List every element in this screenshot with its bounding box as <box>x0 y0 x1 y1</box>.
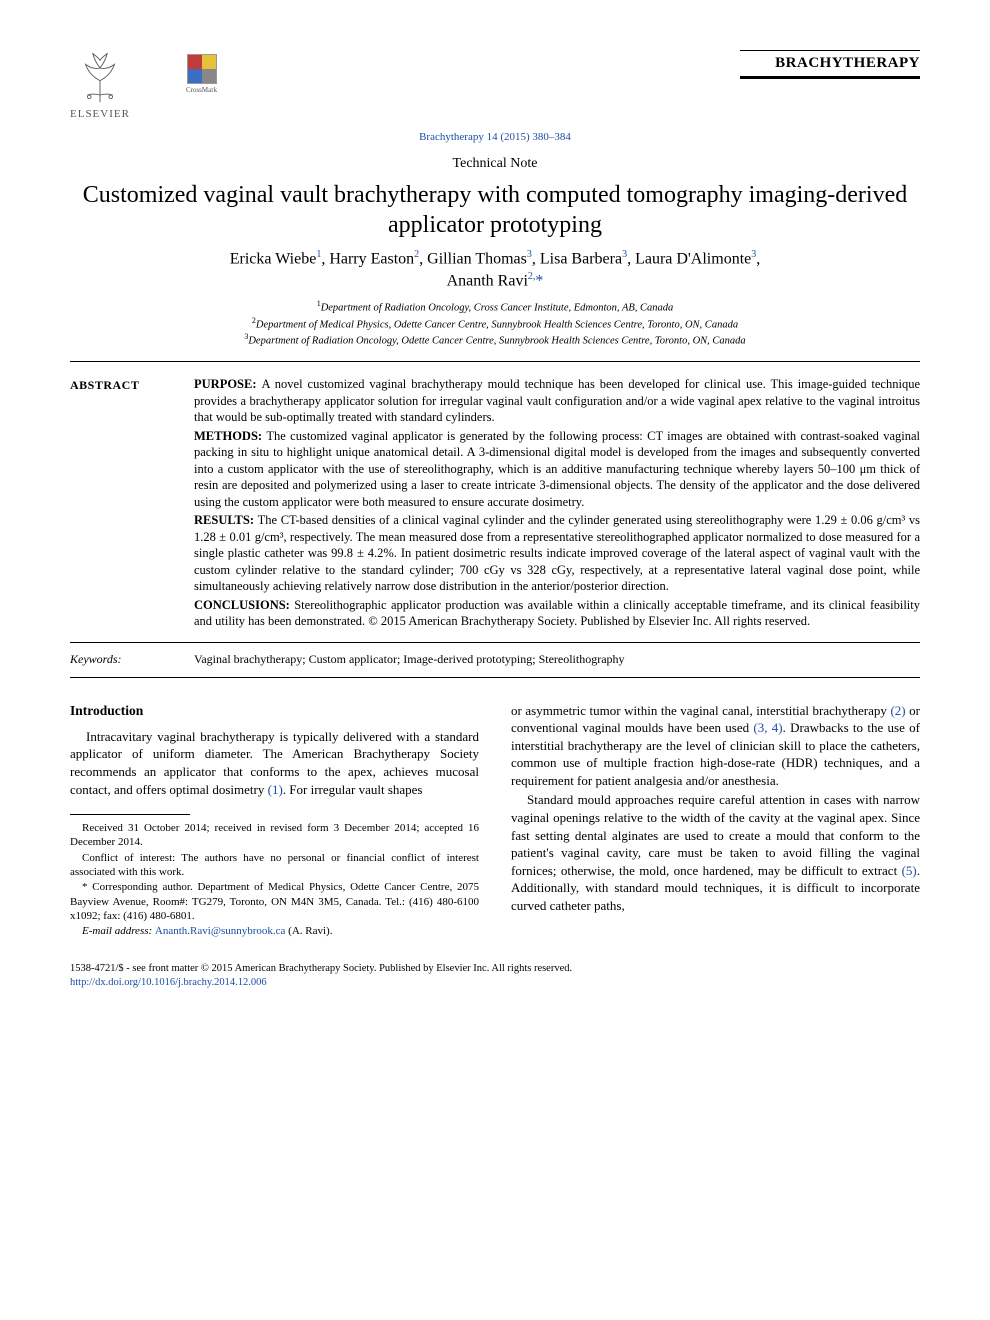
page-container: ELSEVIER CrossMark BRACHYTHERAPY Brachyt… <box>0 0 990 1030</box>
header-right: BRACHYTHERAPY <box>740 50 920 79</box>
abstract-block: ABSTRACT PURPOSE: A novel customized vag… <box>70 362 920 642</box>
keywords-row: Keywords: Vaginal brachytherapy; Custom … <box>70 643 920 677</box>
publisher-name: ELSEVIER <box>70 107 130 122</box>
elsevier-tree-icon <box>73 50 127 104</box>
keywords-label: Keywords: <box>70 651 166 667</box>
footnote-rule <box>70 814 190 815</box>
doi-link[interactable]: http://dx.doi.org/10.1016/j.brachy.2014.… <box>70 977 267 988</box>
citation-3-4[interactable]: (3, 4) <box>753 720 782 735</box>
footnote-email: E-mail address: Ananth.Ravi@sunnybrook.c… <box>70 924 479 938</box>
citation-2[interactable]: (2) <box>890 703 905 718</box>
affiliation-line: 1Department of Radiation Oncology, Cross… <box>70 299 920 316</box>
publisher-logo: ELSEVIER <box>70 50 130 122</box>
journal-ref-text: Brachytherapy 14 (2015) 380–384 <box>419 131 571 143</box>
affiliation-list: 1Department of Radiation Oncology, Cross… <box>70 299 920 349</box>
abstract-purpose: PURPOSE: A novel customized vaginal brac… <box>194 376 920 426</box>
journal-brand: BRACHYTHERAPY <box>740 50 920 79</box>
intro-para-1: Intracavitary vaginal brachytherapy is t… <box>70 728 479 798</box>
abstract-conclusions: CONCLUSIONS: Stereolithographic applicat… <box>194 597 920 630</box>
intro-para-3: Standard mould approaches require carefu… <box>511 791 920 914</box>
article-title: Customized vaginal vault brachytherapy w… <box>70 180 920 240</box>
abstract-label: ABSTRACT <box>70 376 166 632</box>
footnotes: Received 31 October 2014; received in re… <box>70 821 479 938</box>
journal-reference[interactable]: Brachytherapy 14 (2015) 380–384 <box>70 130 920 145</box>
footnote-received: Received 31 October 2014; received in re… <box>70 821 479 850</box>
crossmark-icon <box>187 54 217 84</box>
footnote-corresponding: * Corresponding author. Department of Me… <box>70 880 479 923</box>
citation-5[interactable]: (5) <box>902 863 917 878</box>
page-footer: 1538-4721/$ - see front matter © 2015 Am… <box>70 962 920 990</box>
copyright-line: 1538-4721/$ - see front matter © 2015 Am… <box>70 962 920 976</box>
keywords-text: Vaginal brachytherapy; Custom applicator… <box>194 651 920 667</box>
body-columns: Introduction Intracavitary vaginal brach… <box>70 702 920 940</box>
footnote-conflict: Conflict of interest: The authors have n… <box>70 851 479 880</box>
author-list: Ericka Wiebe1, Harry Easton2, Gillian Th… <box>70 248 920 293</box>
affiliation-line: 2Department of Medical Physics, Odette C… <box>70 316 920 333</box>
article-type: Technical Note <box>70 155 920 174</box>
divider-bottom <box>70 677 920 678</box>
citation-1[interactable]: (1) <box>268 782 283 797</box>
abstract-methods: METHODS: The customized vaginal applicat… <box>194 428 920 511</box>
column-left: Introduction Intracavitary vaginal brach… <box>70 702 479 940</box>
affiliation-line: 3Department of Radiation Oncology, Odett… <box>70 332 920 349</box>
column-right: or asymmetric tumor within the vaginal c… <box>511 702 920 940</box>
intro-para-2: or asymmetric tumor within the vaginal c… <box>511 702 920 790</box>
header-left: ELSEVIER CrossMark <box>70 50 217 122</box>
crossmark-badge[interactable]: CrossMark <box>186 54 217 95</box>
abstract-body: PURPOSE: A novel customized vaginal brac… <box>194 376 920 632</box>
abstract-results: RESULTS: The CT-based densities of a cli… <box>194 512 920 595</box>
crossmark-label: CrossMark <box>186 86 217 95</box>
introduction-heading: Introduction <box>70 702 479 720</box>
corresponding-email[interactable]: Ananth.Ravi@sunnybrook.ca <box>155 925 286 937</box>
page-header: ELSEVIER CrossMark BRACHYTHERAPY <box>70 50 920 122</box>
